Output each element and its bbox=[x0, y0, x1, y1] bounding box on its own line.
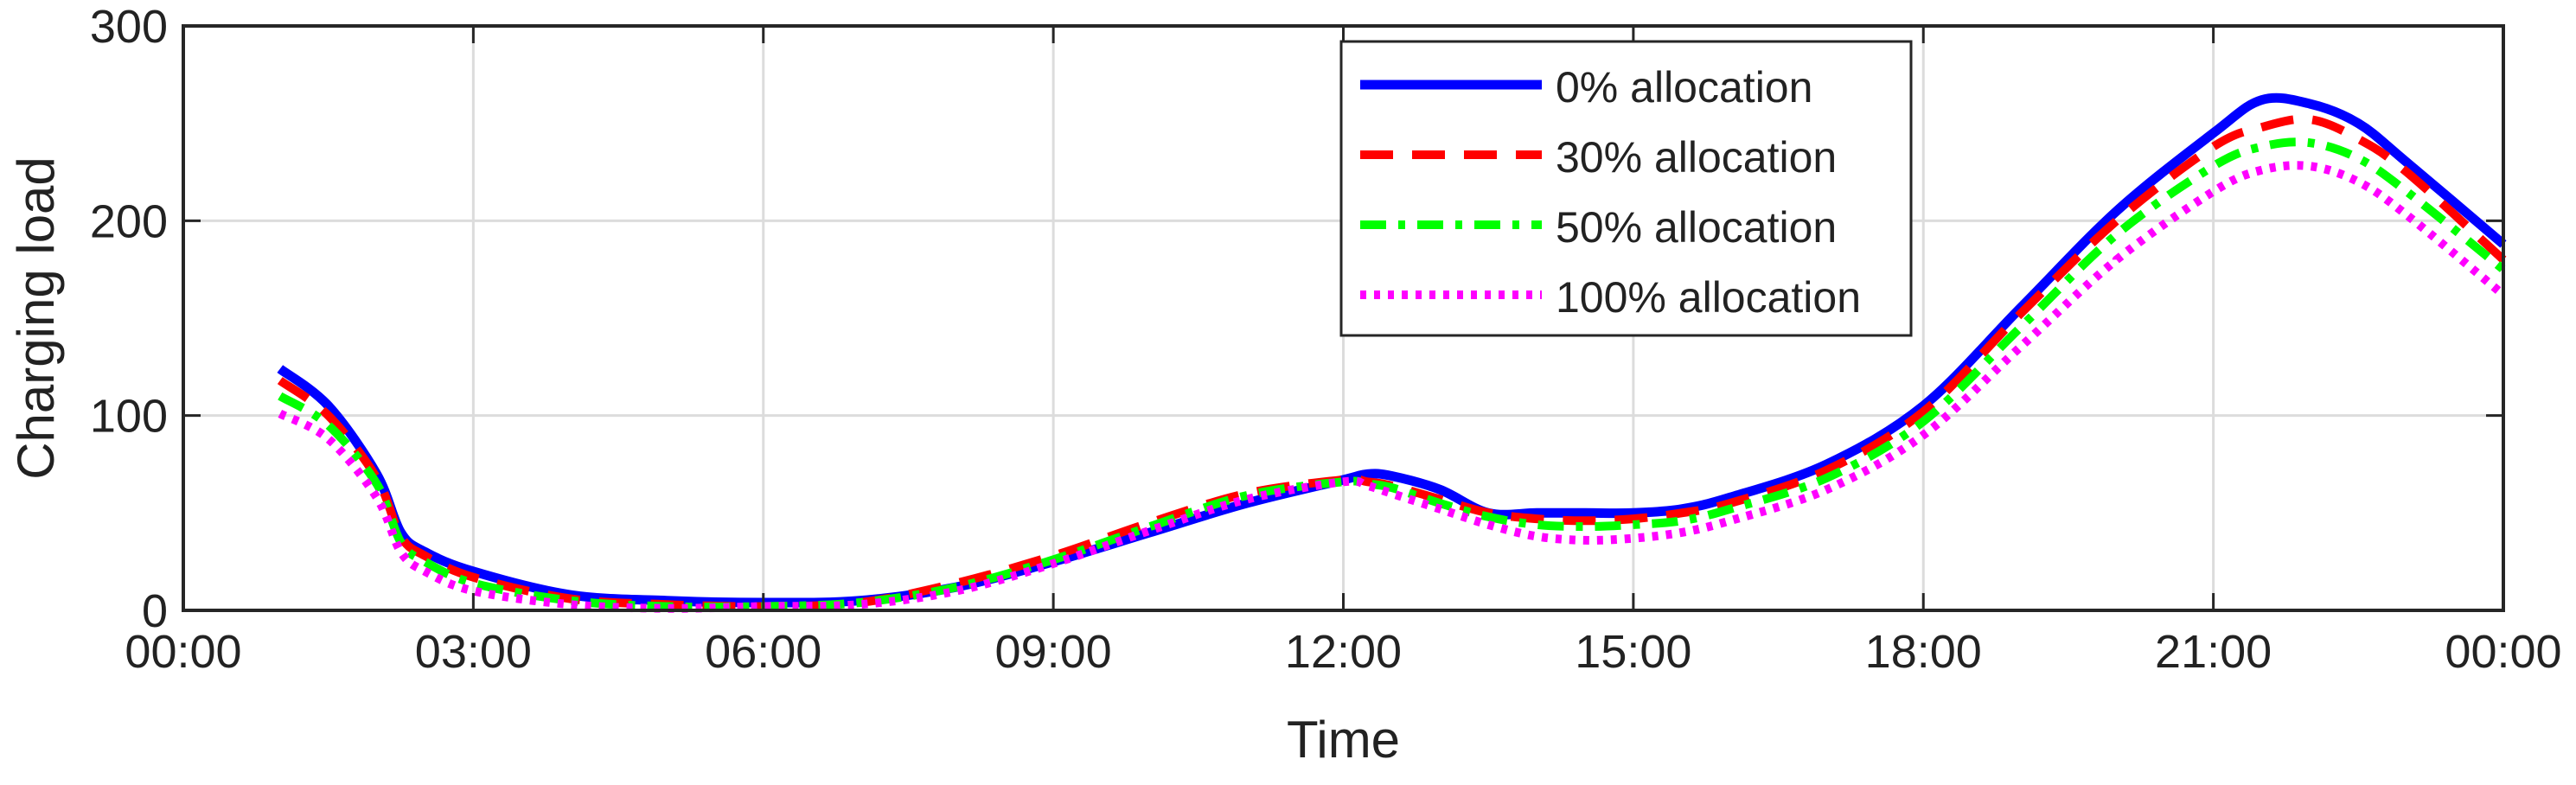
x-tick-label: 12:00 bbox=[1285, 626, 1402, 678]
y-tick-label: 200 bbox=[90, 195, 168, 247]
x-tick-label: 21:00 bbox=[2155, 626, 2272, 678]
x-tick-label: 09:00 bbox=[995, 626, 1112, 678]
x-tick-label: 00:00 bbox=[125, 626, 241, 678]
y-tick-label: 0 bbox=[142, 585, 168, 637]
x-tick-label: 18:00 bbox=[1865, 626, 1982, 678]
x-axis-label: Time bbox=[1287, 711, 1400, 769]
x-tick-label: 00:00 bbox=[2445, 626, 2561, 678]
axis-ticks: 00:00 03:00 06:00 09:00 12:00 15:00 18:00 21:00… bbox=[90, 1, 2562, 678]
y-tick-label: 300 bbox=[90, 1, 168, 53]
x-tick-label: 03:00 bbox=[415, 626, 532, 678]
x-tick-label: 15:00 bbox=[1575, 626, 1691, 678]
series-line-4 bbox=[278, 161, 2507, 613]
y-tick-label: 100 bbox=[90, 391, 168, 443]
series-line-3 bbox=[278, 137, 2507, 612]
legend-label-2: 30% allocation bbox=[1556, 133, 1837, 182]
series-lines bbox=[277, 93, 2507, 613]
legend: 0% allocation 30% allocation 50% allocatio… bbox=[1339, 40, 1913, 337]
legend-label-3: 50% allocation bbox=[1556, 203, 1837, 252]
legend-box bbox=[1339, 40, 1913, 337]
legend-label-1: 0% allocation bbox=[1556, 63, 1812, 112]
legend-label-4: 100% allocation bbox=[1556, 273, 1861, 322]
x-tick-label: 06:00 bbox=[705, 626, 821, 678]
y-axis-label: Charging load bbox=[7, 156, 65, 480]
